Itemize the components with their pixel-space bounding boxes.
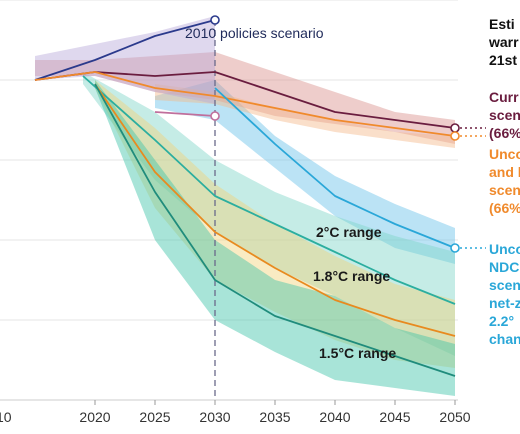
line-unconditional-pledges-scenario: [34, 71, 456, 137]
line-1-8-c-pathway: [94, 83, 456, 337]
band-1-5-c-range: [95, 80, 455, 396]
band-unconditional-pledges-band: [155, 84, 455, 148]
x-tick-label-2035: 2035: [259, 409, 290, 425]
line-unconditional-ndcs-scenario: [214, 87, 456, 249]
annot-current-2: scen: [489, 107, 520, 123]
annot-pledges-3: scen: [489, 182, 520, 198]
range-label-1-5c: 1.5°C range: [319, 345, 396, 361]
band-2-c-range: [83, 72, 455, 356]
x-axis-ticks: 2020 2025 2030 2035 2040 2045 2050 10: [0, 400, 471, 425]
annot-pledges-2: and l: [489, 164, 520, 180]
x-tick-label-2040: 2040: [319, 409, 350, 425]
band-2010-policies-band: [35, 16, 215, 104]
x-tick-label-2025: 2025: [139, 409, 170, 425]
x-tick-label-2045: 2045: [379, 409, 410, 425]
range-label-1-8c: 1.8°C range: [313, 268, 390, 284]
heading-line-1: Esti: [489, 16, 515, 32]
annot-ndc-6: chan: [489, 331, 520, 347]
band-blue-band: [155, 80, 455, 264]
annot-current-3: (66%: [489, 125, 520, 141]
range-label-2c: 2°C range: [316, 224, 382, 240]
annot-pledges-1: Unco: [489, 146, 520, 162]
line-2030-marker: [154, 111, 216, 117]
marker-ndc-marker: [450, 243, 460, 253]
line-2-c-pathway: [82, 75, 456, 305]
x-tick-label-2030: 2030: [199, 409, 230, 425]
x-tick-label-2050: 2050: [439, 409, 470, 425]
scenario-lines: [34, 19, 456, 377]
line-1-5-c-pathway: [94, 83, 456, 377]
line-current-policies-scenario: [34, 71, 456, 129]
annotation-2010-policies: 2010 policies scenario: [185, 25, 324, 41]
annot-ndc-1: Unco: [489, 241, 520, 257]
annot-current-1: Curr: [489, 89, 519, 105]
marker-current-marker: [450, 123, 460, 133]
marker-2030-pink: [210, 111, 220, 121]
line-2010-policies-scenario: [34, 19, 216, 81]
annot-pledges-4: (66%: [489, 200, 520, 216]
x-tick-label-2020: 2020: [79, 409, 110, 425]
heading-line-3: 21st: [489, 52, 517, 68]
x-tick-label-cropped: 10: [0, 409, 12, 425]
annot-ndc-4: net-z: [489, 295, 520, 311]
heading-line-2: warr: [488, 34, 519, 50]
annot-ndc-3: scen: [489, 277, 520, 293]
annot-ndc-2: NDC: [489, 259, 519, 275]
endpoint-markers: [210, 15, 486, 253]
marker-2010-policies-marker: [210, 15, 220, 25]
marker-pledges-marker: [450, 131, 460, 141]
annot-ndc-5: 2.2°: [489, 313, 514, 329]
